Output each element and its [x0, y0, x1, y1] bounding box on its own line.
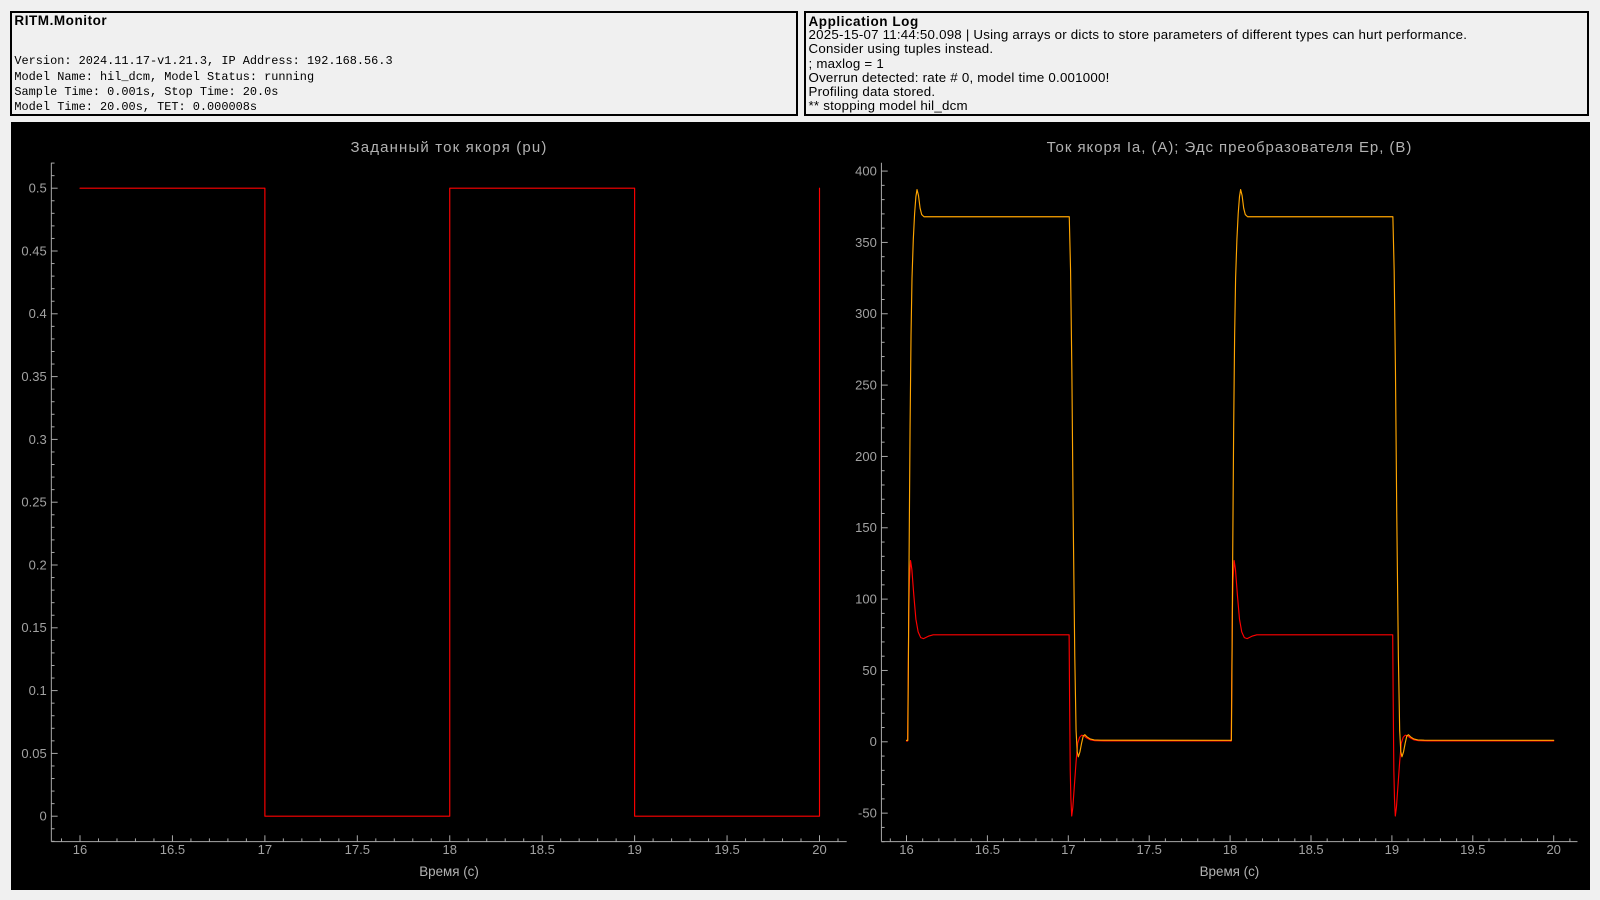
- svg-text:0.5: 0.5: [29, 181, 47, 196]
- svg-text:400: 400: [855, 163, 877, 178]
- svg-text:350: 350: [855, 235, 877, 250]
- svg-text:16: 16: [899, 842, 913, 857]
- svg-text:19.5: 19.5: [1460, 842, 1485, 857]
- svg-text:20: 20: [812, 842, 826, 857]
- svg-text:0.3: 0.3: [29, 432, 47, 447]
- svg-text:18.5: 18.5: [530, 842, 555, 857]
- svg-text:50: 50: [862, 663, 876, 678]
- svg-text:20: 20: [1546, 842, 1560, 857]
- svg-text:150: 150: [855, 520, 877, 535]
- svg-text:19.5: 19.5: [714, 842, 739, 857]
- svg-text:0.05: 0.05: [21, 746, 46, 761]
- svg-text:18.5: 18.5: [1298, 842, 1323, 857]
- svg-text:0: 0: [40, 809, 47, 824]
- svg-text:19: 19: [627, 842, 641, 857]
- svg-text:0.4: 0.4: [29, 306, 47, 321]
- svg-text:100: 100: [855, 592, 877, 607]
- svg-text:0.35: 0.35: [21, 369, 46, 384]
- svg-text:Ток якоря Ia, (A); Эдс преобра: Ток якоря Ia, (A); Эдс преобразователя E…: [1047, 139, 1413, 156]
- svg-text:0.15: 0.15: [21, 620, 46, 635]
- svg-text:250: 250: [855, 378, 877, 393]
- svg-text:Заданный ток якоря (pu): Заданный ток якоря (pu): [351, 139, 548, 156]
- svg-text:17.5: 17.5: [1137, 842, 1162, 857]
- svg-text:17: 17: [258, 842, 272, 857]
- svg-text:0.1: 0.1: [29, 683, 47, 698]
- svg-text:Время (с): Время (с): [1200, 864, 1260, 879]
- svg-text:18: 18: [443, 842, 457, 857]
- svg-text:0.25: 0.25: [21, 495, 46, 510]
- svg-text:300: 300: [855, 306, 877, 321]
- svg-text:17.5: 17.5: [345, 842, 370, 857]
- svg-text:Время (с): Время (с): [419, 864, 479, 879]
- svg-text:19: 19: [1385, 842, 1399, 857]
- svg-text:0.2: 0.2: [29, 557, 47, 572]
- svg-text:200: 200: [855, 449, 877, 464]
- svg-text:16.5: 16.5: [160, 842, 185, 857]
- svg-text:16.5: 16.5: [975, 842, 1000, 857]
- svg-text:17: 17: [1061, 842, 1075, 857]
- svg-text:18: 18: [1223, 842, 1237, 857]
- svg-text:0.45: 0.45: [21, 243, 46, 258]
- svg-text:0: 0: [870, 734, 877, 749]
- svg-text:16: 16: [73, 842, 87, 857]
- svg-text:-50: -50: [858, 806, 877, 821]
